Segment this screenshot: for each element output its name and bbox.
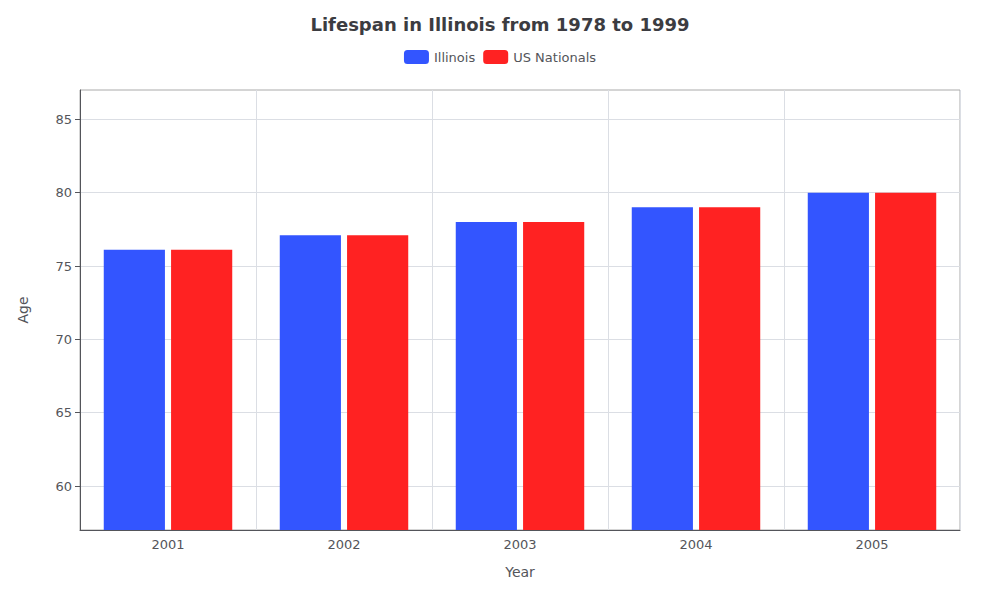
svg-text:US Nationals: US Nationals (513, 50, 596, 65)
svg-text:2004: 2004 (679, 537, 712, 552)
svg-text:Age: Age (15, 296, 31, 323)
svg-text:85: 85 (55, 112, 72, 127)
svg-text:Year: Year (504, 564, 535, 580)
svg-text:75: 75 (55, 259, 72, 274)
svg-text:2001: 2001 (151, 537, 184, 552)
svg-text:70: 70 (55, 332, 72, 347)
svg-text:2002: 2002 (327, 537, 360, 552)
svg-text:Illinois: Illinois (434, 50, 475, 65)
svg-text:60: 60 (55, 479, 72, 494)
svg-text:Lifespan in Illinois from 1978: Lifespan in Illinois from 1978 to 1999 (310, 14, 689, 35)
svg-text:2005: 2005 (855, 537, 888, 552)
svg-text:65: 65 (55, 405, 72, 420)
svg-text:2003: 2003 (503, 537, 536, 552)
svg-text:80: 80 (55, 185, 72, 200)
